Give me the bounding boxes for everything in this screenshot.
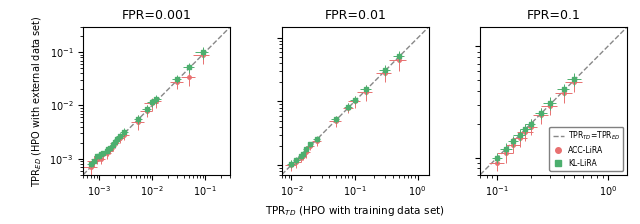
Legend: TPR$_{TD}$=TPR$_{ED}$, ACC-LiRA, KL-LiRA: TPR$_{TD}$=TPR$_{ED}$, ACC-LiRA, KL-LiRA bbox=[550, 127, 623, 171]
Title: FPR=0.1: FPR=0.1 bbox=[527, 9, 580, 22]
Title: FPR=0.001: FPR=0.001 bbox=[122, 9, 191, 22]
X-axis label: TPR$_{TD}$ (HPO with training data set): TPR$_{TD}$ (HPO with training data set) bbox=[266, 204, 445, 218]
Title: FPR=0.01: FPR=0.01 bbox=[324, 9, 386, 22]
Y-axis label: TPR$_{ED}$ (HPO with external data set): TPR$_{ED}$ (HPO with external data set) bbox=[30, 15, 44, 187]
